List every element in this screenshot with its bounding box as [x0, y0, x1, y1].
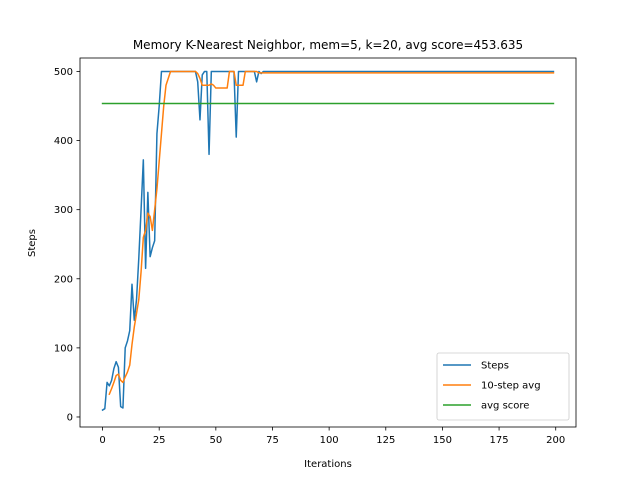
x-tick-label: 75	[266, 435, 279, 446]
y-tick-label: 100	[54, 343, 73, 354]
y-tick-label: 300	[54, 205, 73, 216]
series-line-1	[101, 70, 555, 412]
x-tick-label: 100	[320, 435, 339, 446]
x-tick-label: 0	[99, 435, 105, 446]
y-tick-label: 200	[54, 274, 73, 285]
legend: Steps 10-step avg avg score	[436, 352, 570, 421]
legend-label: avg score	[481, 401, 529, 412]
axes-layer: 0 25 50 75 100 125 150 175 200 0 100 200 300 400 500	[54, 57, 577, 446]
legend-label: 10-step avg	[481, 381, 541, 392]
x-axis-label: Iterations	[304, 459, 352, 470]
x-tick-label: 125	[376, 435, 395, 446]
x-tick-label: 50	[209, 435, 222, 446]
y-axis-label: Steps	[27, 229, 38, 257]
series-layer	[101, 70, 555, 412]
y-tick-label: 500	[54, 67, 73, 78]
x-tick-label: 175	[490, 435, 509, 446]
x-tick-label: 200	[546, 435, 565, 446]
series-line-2	[108, 70, 555, 396]
x-tick-label: 25	[153, 435, 166, 446]
legend-box	[436, 352, 570, 421]
y-tick-label: 400	[54, 136, 73, 147]
axes-frame	[79, 57, 577, 428]
x-tick-label: 150	[433, 435, 452, 446]
chart-title: Memory K-Nearest Neighbor, mem=5, k=20, …	[133, 38, 523, 52]
legend-label: Steps	[481, 361, 509, 372]
y-tick-label: 0	[67, 412, 73, 423]
